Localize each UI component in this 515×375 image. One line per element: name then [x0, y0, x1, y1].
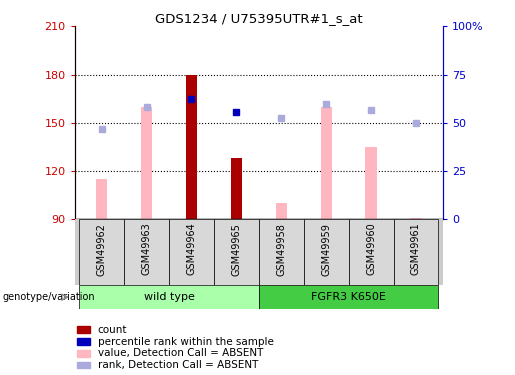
- Bar: [186, 75, 197, 219]
- Bar: [304, 219, 349, 285]
- Bar: [214, 219, 259, 285]
- Text: FGFR3 K650E: FGFR3 K650E: [311, 292, 386, 302]
- Bar: [124, 219, 169, 285]
- Bar: [141, 107, 152, 219]
- Bar: [349, 219, 393, 285]
- Bar: [96, 179, 107, 219]
- Text: rank, Detection Call = ABSENT: rank, Detection Call = ABSENT: [98, 360, 258, 370]
- Bar: [259, 285, 438, 309]
- Text: GSM49958: GSM49958: [276, 223, 286, 276]
- Text: wild type: wild type: [144, 292, 195, 302]
- Text: GSM49965: GSM49965: [231, 223, 242, 276]
- Text: GSM49959: GSM49959: [321, 223, 331, 276]
- Title: GDS1234 / U75395UTR#1_s_at: GDS1234 / U75395UTR#1_s_at: [155, 12, 363, 25]
- Bar: [77, 338, 90, 345]
- Bar: [276, 203, 287, 219]
- Text: GSM49964: GSM49964: [186, 223, 196, 275]
- Bar: [410, 218, 422, 219]
- Bar: [259, 219, 304, 285]
- Bar: [320, 107, 332, 219]
- Bar: [231, 158, 242, 219]
- Bar: [77, 362, 90, 368]
- Text: percentile rank within the sample: percentile rank within the sample: [98, 336, 273, 346]
- Bar: [77, 350, 90, 357]
- Bar: [79, 219, 124, 285]
- Text: count: count: [98, 325, 127, 335]
- Text: GSM49962: GSM49962: [97, 223, 107, 276]
- Bar: [79, 285, 259, 309]
- Bar: [366, 147, 376, 219]
- Bar: [169, 219, 214, 285]
- Text: GSM49960: GSM49960: [366, 223, 376, 275]
- Text: GSM49963: GSM49963: [142, 223, 151, 275]
- Text: value, Detection Call = ABSENT: value, Detection Call = ABSENT: [98, 348, 263, 358]
- Bar: [77, 326, 90, 333]
- Bar: [393, 219, 438, 285]
- Text: genotype/variation: genotype/variation: [3, 292, 95, 302]
- Text: GSM49961: GSM49961: [411, 223, 421, 275]
